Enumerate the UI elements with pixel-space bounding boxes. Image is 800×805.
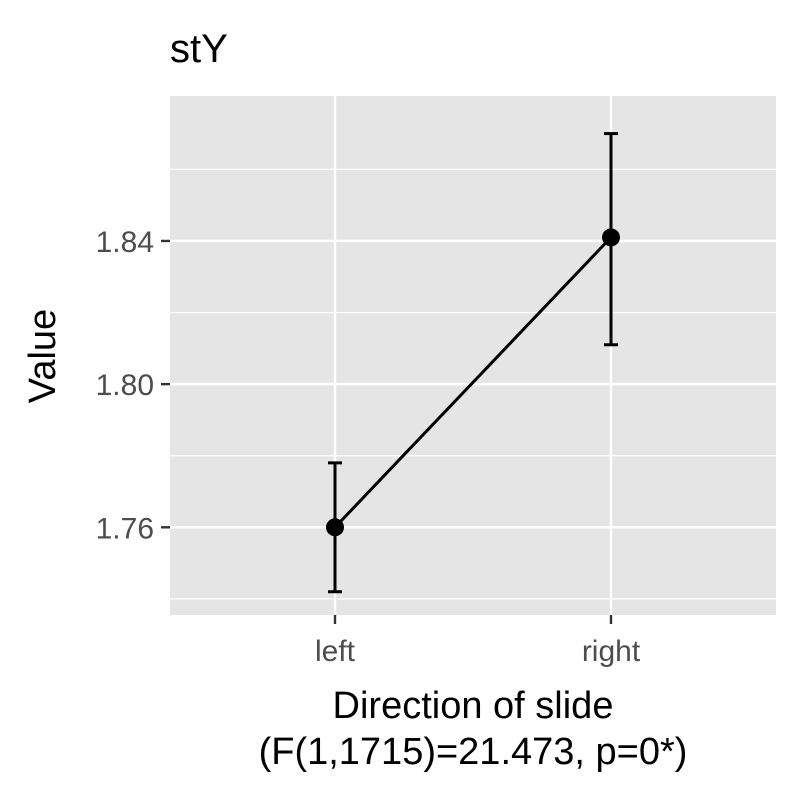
y-tick-label: 1.76 <box>96 512 154 545</box>
y-tick-label: 1.80 <box>96 369 154 402</box>
data-layer <box>326 132 620 594</box>
x-axis-title: Direction of slide <box>333 685 614 727</box>
y-axis-title: Value <box>22 309 64 403</box>
y-tick-label: 1.84 <box>96 226 154 259</box>
data-point <box>602 228 620 247</box>
x-tick-label: left <box>315 635 356 668</box>
plot-panel <box>170 96 776 615</box>
chart-title: stY <box>170 27 228 71</box>
data-point <box>326 518 344 537</box>
x-tick-label: right <box>582 635 641 668</box>
axes: 1.76 1.80 1.84 left right <box>96 226 641 668</box>
series-line <box>333 236 613 529</box>
x-axis-subtitle: (F(1,1715)=21.473, p=0*) <box>259 731 688 773</box>
